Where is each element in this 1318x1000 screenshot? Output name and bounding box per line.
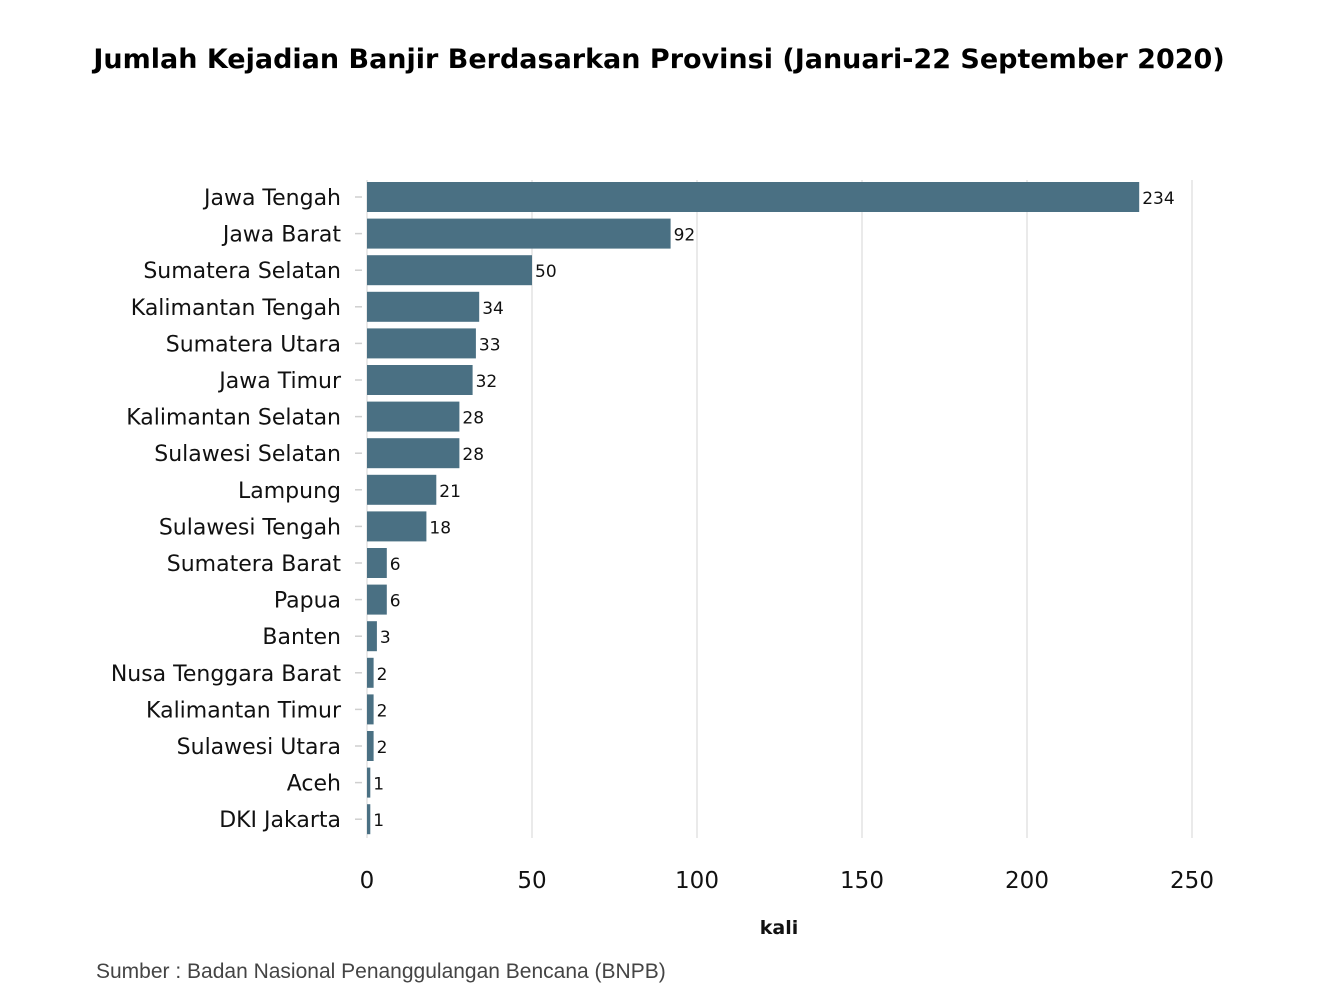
bar — [367, 182, 1140, 212]
category-label: Nusa Tenggara Barat — [111, 662, 342, 687]
category-label: Lampung — [238, 479, 341, 504]
value-label: 2 — [377, 665, 388, 685]
value-label: 2 — [377, 738, 388, 758]
value-label: 2 — [377, 701, 388, 721]
bar — [367, 767, 371, 798]
category-label: Sumatera Selatan — [143, 259, 341, 284]
bar — [367, 657, 374, 688]
category-label: DKI Jakarta — [219, 808, 341, 833]
x-tick-label: 200 — [1005, 868, 1049, 894]
category-label: Jawa Barat — [221, 223, 342, 248]
category-label: Sulawesi Selatan — [154, 442, 341, 467]
bar — [367, 804, 371, 835]
bar — [367, 621, 377, 652]
bar — [367, 548, 387, 578]
bar — [367, 694, 374, 725]
value-label: 6 — [390, 555, 401, 575]
bar — [367, 218, 671, 249]
value-label: 28 — [462, 409, 484, 429]
bar — [367, 511, 427, 542]
bar — [367, 365, 473, 395]
value-label: 33 — [479, 335, 501, 355]
category-label: Kalimantan Selatan — [126, 406, 341, 431]
value-label: 34 — [482, 299, 504, 319]
category-label: Sulawesi Utara — [177, 735, 341, 760]
value-label: 1 — [373, 811, 384, 831]
x-tick-label: 50 — [517, 868, 546, 894]
value-label: 50 — [535, 262, 557, 282]
x-tick-label: 250 — [1170, 868, 1214, 894]
value-label: 32 — [476, 372, 498, 392]
category-label: Jawa Tengah — [202, 186, 341, 211]
x-axis-title: kali — [760, 917, 798, 939]
x-tick-labels: 0 50 100 150 200 250 — [360, 868, 1214, 894]
bar — [367, 255, 532, 286]
category-label: Kalimantan Tengah — [131, 296, 341, 321]
value-label: 234 — [1142, 189, 1174, 209]
value-label: 28 — [462, 445, 484, 465]
bar — [367, 401, 460, 432]
value-label: 21 — [439, 482, 461, 502]
value-label: 6 — [390, 592, 401, 612]
x-tick-label: 0 — [360, 868, 375, 894]
category-label: Jawa Timur — [217, 369, 342, 394]
category-label: Papua — [274, 589, 341, 614]
category-label: Sumatera Utara — [166, 332, 341, 357]
category-label: Sumatera Barat — [167, 552, 342, 577]
bar — [367, 474, 437, 505]
value-label: 1 — [373, 775, 384, 795]
bar — [367, 731, 374, 761]
category-labels: Jawa Tengah Jawa Barat Sumatera Selatan Kal… — [111, 186, 362, 833]
bar — [367, 291, 480, 322]
x-tick-label: 150 — [840, 868, 884, 894]
category-label: Kalimantan Timur — [146, 698, 342, 723]
grid-lines — [366, 180, 1193, 838]
value-label: 18 — [429, 518, 451, 538]
x-tick-label: 100 — [675, 868, 719, 894]
value-label: 92 — [674, 226, 696, 246]
chart-title: Jumlah Kejadian Banjir Berdasarkan Provi… — [93, 44, 1225, 75]
bar — [367, 328, 476, 359]
value-label: 3 — [380, 628, 391, 648]
category-label: Banten — [262, 625, 341, 650]
category-label: Aceh — [287, 772, 341, 797]
source-note: Sumber : Badan Nasional Penanggulangan B… — [96, 960, 666, 983]
bar — [367, 438, 460, 469]
bar — [367, 584, 387, 615]
category-label: Sulawesi Tengah — [159, 515, 341, 540]
bars — [367, 182, 1140, 835]
